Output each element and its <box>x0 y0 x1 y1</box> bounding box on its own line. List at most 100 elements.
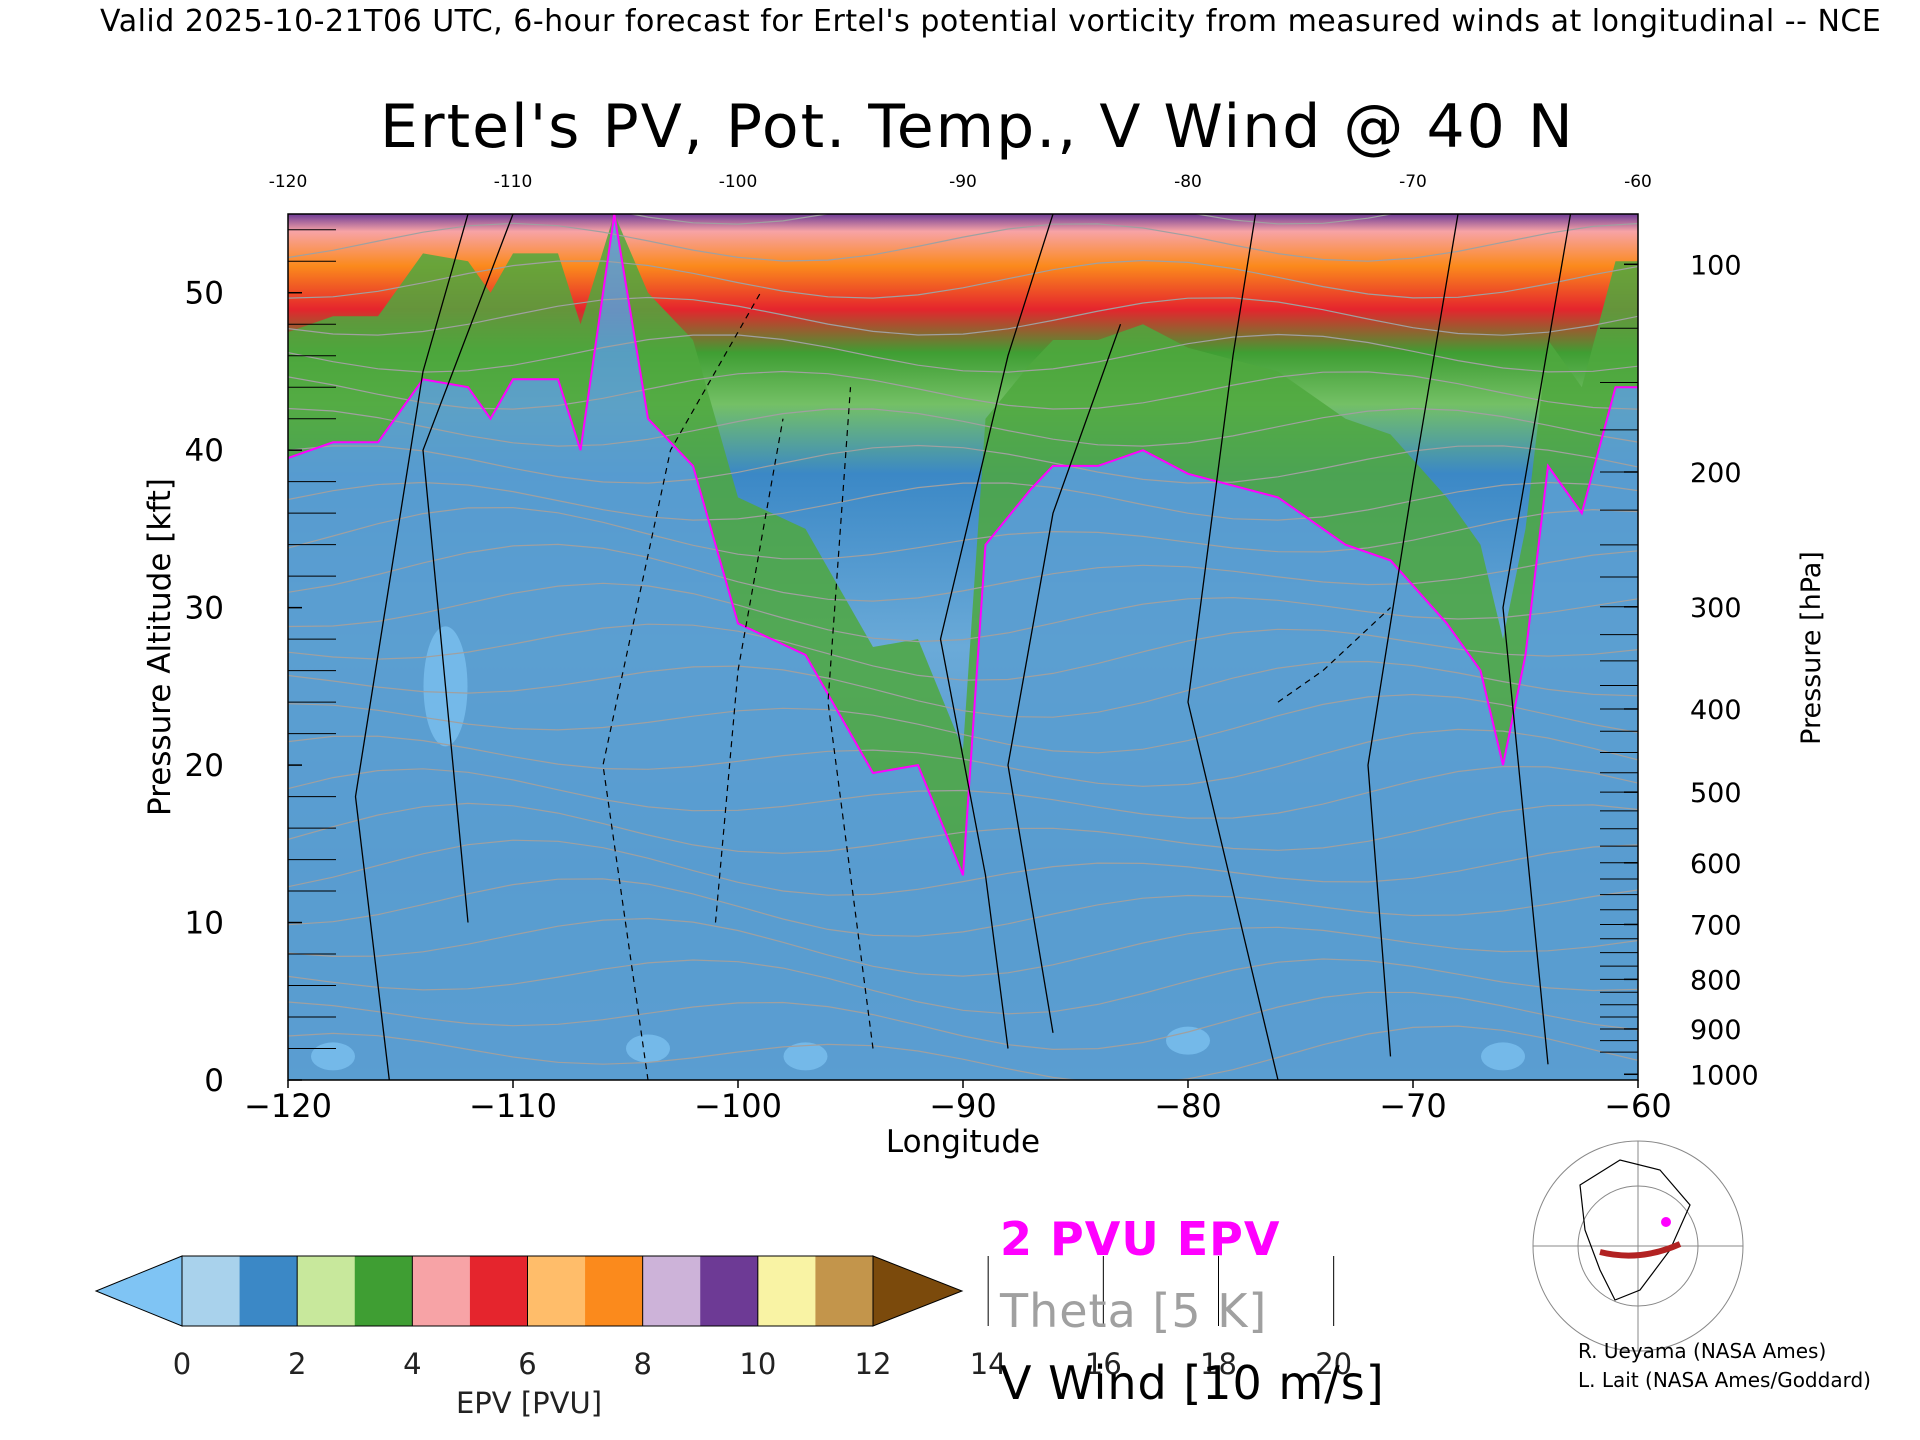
colorbar-tick-label: 2 <box>288 1347 306 1381</box>
colorbar-tick-label: 12 <box>855 1347 892 1381</box>
theta-contour <box>288 506 1638 560</box>
colorbar: 0 2 4 6 8 10 12 14 16 18 20 EPV [PVU] <box>94 1255 1352 1420</box>
theta-contour <box>288 660 1638 718</box>
map-section-line <box>1599 1241 1682 1259</box>
chart-title: Ertel's PV, Pot. Temp., V Wind @ 40 N <box>380 92 1575 162</box>
pv2-tropopause-line <box>288 214 1638 876</box>
vwind-contour-negative <box>714 418 784 923</box>
theta-contour <box>288 259 1638 299</box>
vwind-contour <box>1187 214 1279 1080</box>
map-marker <box>1661 1217 1671 1227</box>
top-x-tick-label: -90 <box>949 172 977 192</box>
theta-contour <box>288 582 1638 643</box>
colorbar-tick-label: 14 <box>970 1347 1007 1381</box>
colorbar-tick-label: 20 <box>1315 1347 1352 1381</box>
troposphere-fill <box>288 214 1638 1080</box>
pv-green-band <box>288 214 1638 876</box>
theta-contour <box>288 296 1638 336</box>
colorbar-swatch <box>527 1256 586 1326</box>
theta-contour <box>288 444 1638 484</box>
x-axis-label: Longitude <box>886 1124 1040 1160</box>
colorbar-swatch <box>354 1256 413 1326</box>
colorbar-swatch <box>585 1256 644 1326</box>
colorbar-frame <box>181 1255 874 1327</box>
colorbar-tick-label: 6 <box>518 1347 536 1381</box>
x-tick-label: −120 <box>244 1087 332 1125</box>
colorbar-swatch <box>297 1256 356 1326</box>
vwind-contour <box>939 214 1054 1049</box>
legend-v-wind: V Wind [10 m/s] <box>1000 1356 1385 1410</box>
theta-contour <box>288 333 1638 373</box>
colorbar-tick-label: 0 <box>173 1347 191 1381</box>
colorbar-tick-label: 16 <box>1085 1347 1122 1381</box>
legend-2pvu-epv: 2 PVU EPV <box>1000 1212 1281 1266</box>
low-pv-patch <box>626 1034 670 1063</box>
theta-contour <box>288 481 1638 521</box>
theta-contour <box>288 802 1638 854</box>
theta-contour <box>288 222 1638 262</box>
low-pv-patch <box>1481 1042 1525 1071</box>
pressure-tick-label: 900 <box>1690 1015 1742 1046</box>
y-tick-label: 20 <box>185 748 224 784</box>
colorbar-tick-label: 18 <box>1200 1347 1237 1381</box>
colorbar-swatch <box>239 1256 298 1326</box>
vwind-contour <box>1502 214 1572 1065</box>
theta-contour <box>288 878 1638 937</box>
theta-contour <box>288 693 1638 754</box>
x-tick-label: −90 <box>929 1087 997 1125</box>
vwind-contour <box>1367 214 1459 1057</box>
vwind-contour-negative <box>602 292 762 1080</box>
pressure-tick-label: 600 <box>1690 849 1742 880</box>
map-coastline <box>1579 1159 1691 1301</box>
credit-line-2: L. Lait (NASA Ames/Goddard) <box>1578 1368 1871 1392</box>
pressure-tick-label: 1000 <box>1690 1060 1759 1091</box>
colorbar-tick-label: 8 <box>633 1347 651 1381</box>
vwind-contour <box>422 214 514 923</box>
plot-area <box>288 214 1638 1080</box>
colorbar-swatch <box>182 1256 241 1326</box>
theta-contour <box>288 543 1638 602</box>
colorbar-swatch <box>469 1256 528 1326</box>
top-x-tick-label: -80 <box>1174 172 1202 192</box>
colorbar-swatch <box>757 1256 816 1326</box>
y-axis-label: Pressure Altitude [kft] <box>142 478 178 816</box>
colorbar-tick-label: 4 <box>403 1347 421 1381</box>
theta-contour <box>288 623 1638 681</box>
pressure-tick-label: 700 <box>1690 910 1742 941</box>
top-x-tick-label: -110 <box>494 172 533 192</box>
top-x-tick-label: -60 <box>1624 172 1652 192</box>
theta-contour <box>288 407 1638 447</box>
low-pv-patch <box>311 1042 355 1071</box>
low-pv-patch <box>783 1042 828 1071</box>
pressure-tick-label: 300 <box>1690 593 1742 624</box>
pressure-tick-label: 400 <box>1690 695 1742 726</box>
top-x-tick-label: -120 <box>269 172 308 192</box>
theta-contour <box>288 839 1638 896</box>
y-tick-label: 0 <box>204 1063 224 1099</box>
x-tick-label: −60 <box>1604 1087 1672 1125</box>
y2-axis-label: Pressure [hPa] <box>1796 551 1827 745</box>
y-tick-label: 40 <box>185 433 224 469</box>
y-tick-label: 50 <box>185 276 224 312</box>
x-tick-label: −110 <box>469 1087 557 1125</box>
vwind-contour <box>354 214 469 1080</box>
theta-contour <box>288 958 1638 1015</box>
colorbar-over-arrow <box>872 1255 964 1327</box>
colorbar-under-arrow <box>94 1255 183 1327</box>
legend-theta: Theta [5 K] <box>1000 1284 1268 1338</box>
theta-contour <box>288 917 1638 977</box>
pressure-tick-label: 100 <box>1690 250 1742 281</box>
vwind-contour <box>1007 323 1122 1033</box>
y-tick-label: 10 <box>185 906 224 942</box>
theta-contour <box>288 765 1638 819</box>
credit-line-1: R. Ueyama (NASA Ames) <box>1578 1339 1827 1363</box>
colorbar-swatch <box>642 1256 701 1326</box>
locator-map <box>1532 1140 1744 1352</box>
x-tick-label: −80 <box>1154 1087 1222 1125</box>
colorbar-swatch <box>700 1256 759 1326</box>
colorbar-label: EPV [PVU] <box>456 1386 602 1420</box>
pressure-tick-label: 500 <box>1690 778 1742 809</box>
pressure-tick-label: 800 <box>1690 965 1742 996</box>
pressure-tick-label: 200 <box>1690 458 1742 489</box>
